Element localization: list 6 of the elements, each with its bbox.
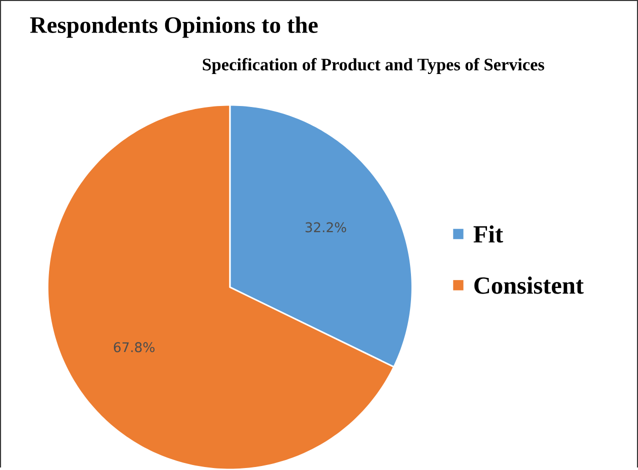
chart-subtitle: Specification of Product and Types of Services	[202, 58, 544, 74]
chart-title: Respondents Opinions to the	[30, 16, 318, 38]
legend-label: Fit	[474, 225, 504, 242]
legend-label: Consistent	[474, 276, 584, 294]
data-label: 67.8%	[114, 342, 155, 352]
data-label: 32.2%	[306, 222, 346, 232]
